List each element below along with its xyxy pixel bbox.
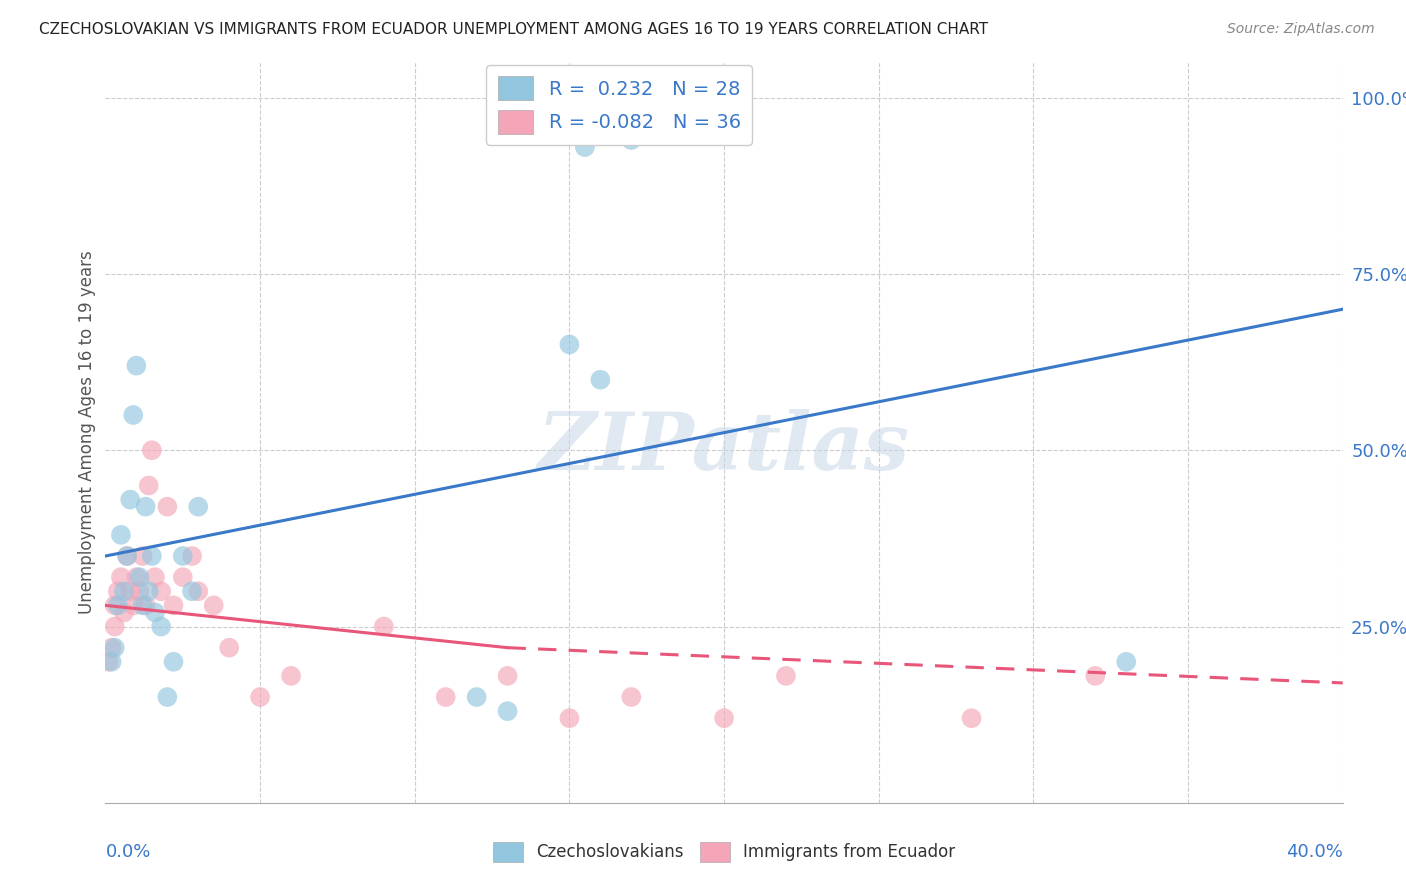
Point <box>143 606 166 620</box>
Point <box>128 570 150 584</box>
Point <box>122 599 145 613</box>
Y-axis label: Unemployment Among Ages 16 to 19 years: Unemployment Among Ages 16 to 19 years <box>77 251 96 615</box>
Point <box>218 640 240 655</box>
Point <box>141 443 163 458</box>
Point <box>960 711 983 725</box>
Point <box>97 655 120 669</box>
Text: 40.0%: 40.0% <box>1286 843 1343 861</box>
Point <box>1084 669 1107 683</box>
Point <box>110 528 132 542</box>
Point <box>496 669 519 683</box>
Point <box>125 570 148 584</box>
Point <box>373 619 395 633</box>
Point <box>558 337 581 351</box>
Point <box>187 584 209 599</box>
Point <box>138 478 160 492</box>
Text: Source: ZipAtlas.com: Source: ZipAtlas.com <box>1227 22 1375 37</box>
Point <box>125 359 148 373</box>
Point <box>135 599 157 613</box>
Point <box>620 133 643 147</box>
Point <box>181 549 204 563</box>
Point <box>434 690 457 704</box>
Point <box>574 140 596 154</box>
Point <box>156 500 179 514</box>
Point <box>713 711 735 725</box>
Point <box>128 584 150 599</box>
Point <box>172 549 194 563</box>
Point <box>143 570 166 584</box>
Text: ZIPatlas: ZIPatlas <box>538 409 910 486</box>
Point <box>122 408 145 422</box>
Point <box>156 690 179 704</box>
Text: 0.0%: 0.0% <box>105 843 150 861</box>
Point <box>115 549 138 563</box>
Point <box>162 599 184 613</box>
Point <box>465 690 488 704</box>
Point <box>172 570 194 584</box>
Point <box>110 570 132 584</box>
Point <box>100 640 122 655</box>
Legend: Czechoslovakians, Immigrants from Ecuador: Czechoslovakians, Immigrants from Ecuado… <box>486 835 962 869</box>
Point <box>202 599 225 613</box>
Point <box>249 690 271 704</box>
Point <box>280 669 302 683</box>
Point <box>589 373 612 387</box>
Point <box>104 599 127 613</box>
Point <box>187 500 209 514</box>
Point <box>100 655 122 669</box>
Point <box>496 704 519 718</box>
Point <box>181 584 204 599</box>
Point <box>120 584 142 599</box>
Point <box>1115 655 1137 669</box>
Point <box>620 690 643 704</box>
Point <box>162 655 184 669</box>
Point <box>131 599 153 613</box>
Point <box>107 599 129 613</box>
Point <box>131 549 153 563</box>
Point <box>104 640 127 655</box>
Point <box>107 584 129 599</box>
Point <box>558 711 581 725</box>
Point <box>775 669 797 683</box>
Point <box>112 584 135 599</box>
Point <box>104 619 127 633</box>
Point <box>141 549 163 563</box>
Point <box>138 584 160 599</box>
Point <box>150 584 173 599</box>
Point <box>135 500 157 514</box>
Point <box>150 619 173 633</box>
Text: CZECHOSLOVAKIAN VS IMMIGRANTS FROM ECUADOR UNEMPLOYMENT AMONG AGES 16 TO 19 YEAR: CZECHOSLOVAKIAN VS IMMIGRANTS FROM ECUAD… <box>39 22 988 37</box>
Point <box>120 492 142 507</box>
Point <box>115 549 138 563</box>
Point <box>112 606 135 620</box>
